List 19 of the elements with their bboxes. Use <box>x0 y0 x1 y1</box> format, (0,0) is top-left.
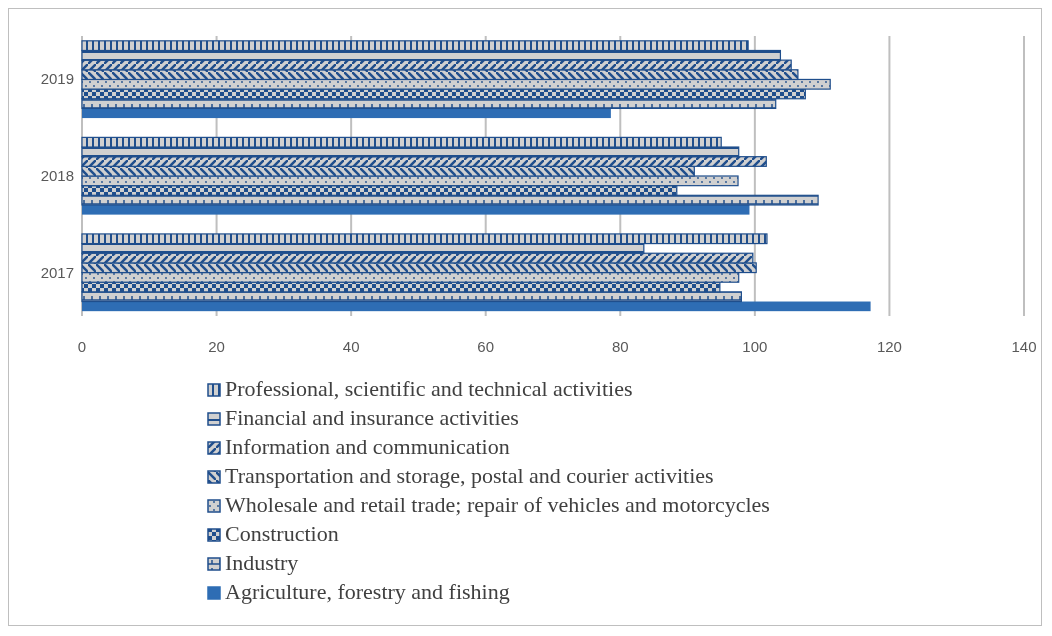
legend-label: Information and communication <box>225 434 510 459</box>
legend-label: Industry <box>225 550 299 575</box>
x-tick-label: 120 <box>876 338 902 355</box>
y-tick-label: 2019 <box>40 70 74 88</box>
legend-label: Construction <box>225 521 339 546</box>
legend-label: Professional, scientific and technical activities <box>225 376 633 401</box>
y-tick-label: 2018 <box>40 167 74 184</box>
y-tick-label: 2017 <box>40 263 74 281</box>
x-tick-label: 140 <box>1011 338 1037 355</box>
legend-label: Transportation and storage, postal and courier activities <box>225 463 714 488</box>
x-tick-label: 20 <box>208 338 225 355</box>
x-tick-label: 40 <box>342 338 360 355</box>
x-tick-label: 100 <box>742 338 768 355</box>
legend-label: Financial and insurance activities <box>225 405 519 430</box>
x-tick-label: 0 <box>77 338 87 355</box>
x-tick-label: 80 <box>611 338 629 355</box>
legend-label: Agriculture, forestry and fishing <box>225 579 510 604</box>
x-tick-label: 60 <box>477 338 495 355</box>
legend-label: Wholesale and retail trade; repair of vehicles and motorcycles <box>225 492 770 517</box>
